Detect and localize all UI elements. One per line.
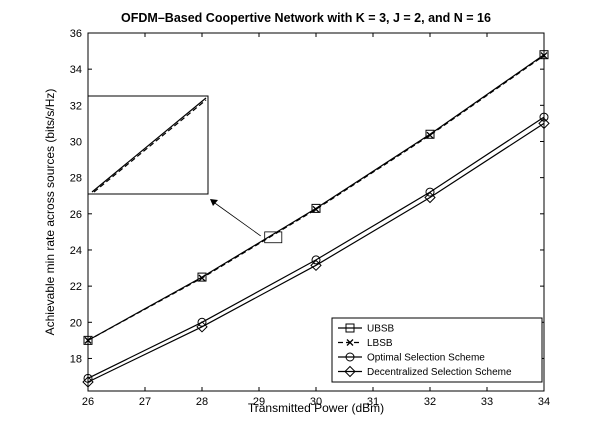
data-point (539, 112, 549, 122)
x-tick-label: 34 (538, 396, 550, 408)
inset-line-ubsb (91, 97, 207, 193)
data-point (424, 191, 436, 204)
legend-label: LBSB (367, 338, 393, 349)
series-lbsb (84, 52, 548, 344)
data-point (538, 117, 550, 130)
y-tick-label: 36 (70, 28, 82, 40)
series-line (87, 122, 545, 383)
y-tick-label: 32 (70, 100, 82, 112)
y-tick-label: 26 (70, 209, 82, 221)
legend-label: Optimal Selection Scheme (367, 353, 485, 364)
legend-marker (345, 352, 355, 362)
legend-label: UBSB (367, 324, 395, 335)
legend: UBSB LBSB Optimal Selection Scheme Decentra… (331, 317, 543, 383)
y-tick-label: 20 (70, 317, 82, 329)
legend-item: Optimal Selection Scheme (338, 352, 485, 364)
data-point (425, 129, 435, 139)
data-point (540, 52, 548, 60)
y-tick-label: 18 (70, 353, 82, 365)
x-tick-label: 30 (310, 396, 322, 408)
data-point (197, 272, 207, 282)
legend-item: Decentralized Selection Scheme (338, 365, 512, 378)
y-axis-label: Achievable min rate across sources (bits… (43, 89, 57, 336)
data-point (84, 336, 92, 344)
x-axis-label: Transmitted Power (dBm) (248, 401, 384, 415)
series-decentralized-selection-scheme (82, 117, 550, 388)
zoom-region-box (264, 231, 283, 244)
series-ubsb (83, 50, 549, 345)
legend-marker (345, 323, 355, 333)
inset-arrow (211, 200, 261, 237)
legend-label: Decentralized Selection Scheme (367, 367, 512, 378)
y-tick-label: 28 (70, 173, 82, 185)
data-point (196, 321, 208, 333)
inset-line-lbsb (93, 99, 207, 193)
chart-title: OFDM–Based Coopertive Network with K = 3… (121, 11, 491, 25)
series-layer (82, 50, 550, 388)
data-point (310, 259, 322, 272)
zoom-inset (87, 95, 283, 244)
data-point (425, 187, 435, 197)
data-point (82, 376, 94, 388)
y-tick-label: 34 (70, 64, 82, 76)
data-point (426, 131, 434, 139)
legend-item: LBSB (338, 338, 393, 349)
x-tick-label: 29 (253, 396, 265, 408)
x-tick-label: 32 (424, 396, 436, 408)
data-point (83, 373, 93, 383)
data-point (311, 203, 321, 213)
legend-item: UBSB (338, 323, 395, 335)
inset-arrowhead (210, 199, 218, 206)
data-point (198, 274, 206, 282)
legend-marker (344, 365, 356, 378)
y-tick-label: 22 (70, 281, 82, 293)
y-tick-label: 24 (70, 245, 82, 257)
legend-box (331, 317, 543, 383)
x-tick-label: 27 (139, 396, 151, 408)
y-tick-label: 30 (70, 136, 82, 148)
data-point (539, 50, 549, 60)
x-tick-label: 31 (367, 396, 379, 408)
data-point (83, 335, 93, 345)
data-point (312, 205, 320, 213)
legend-marker (346, 339, 354, 346)
x-tick-label: 26 (82, 396, 94, 408)
data-point (311, 255, 321, 265)
axis-ticks: 26 27 28 29 30 31 32 33 34 18 20 22 24 26 28 30 32 34 36 (70, 28, 550, 408)
x-tick-label: 33 (481, 396, 493, 408)
x-tick-label: 28 (196, 396, 208, 408)
